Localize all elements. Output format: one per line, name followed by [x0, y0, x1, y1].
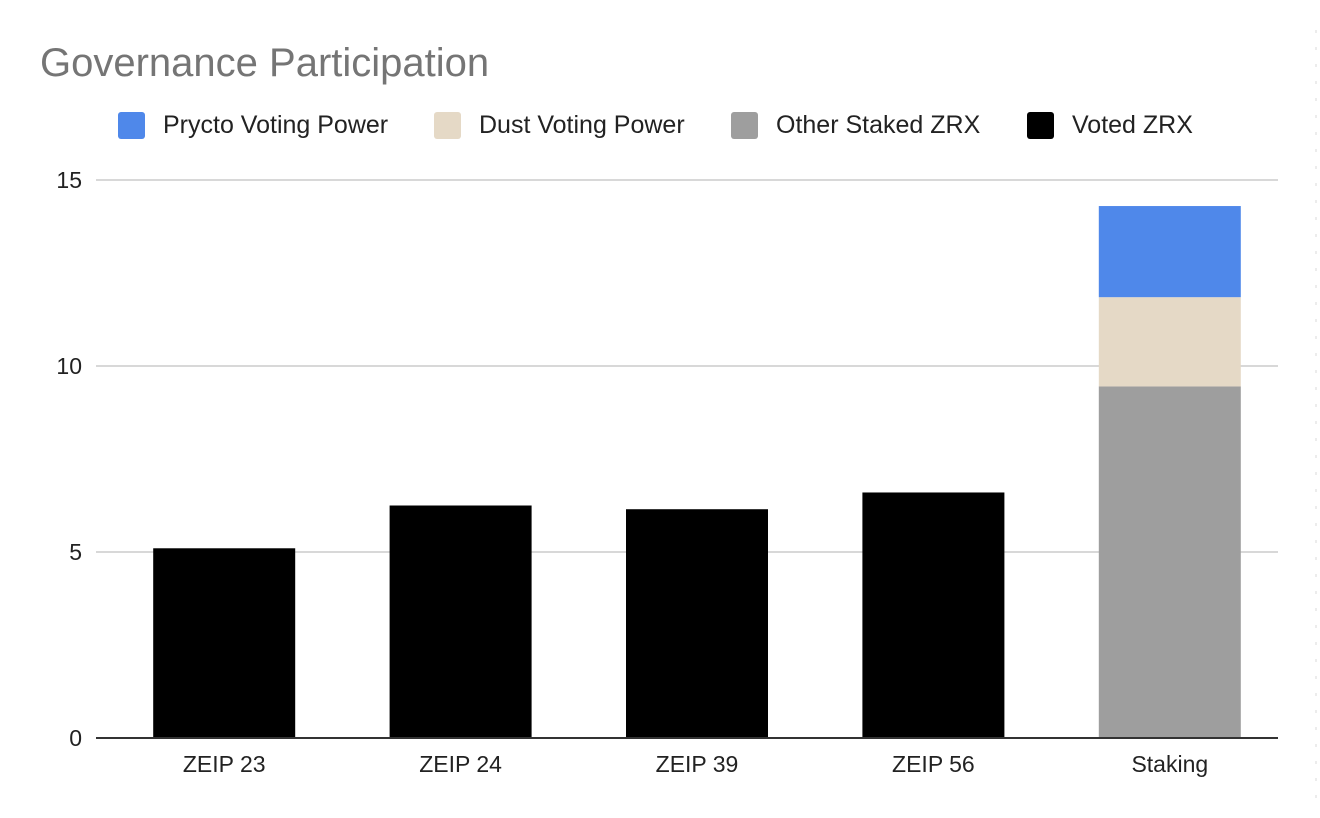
x-tick-label: Staking [1131, 751, 1208, 777]
legend-label: Voted ZRX [1072, 111, 1193, 139]
bar-prycto-voting-power [1098, 206, 1241, 298]
bar-other-staked-zrx [1098, 386, 1241, 738]
x-tick-label: ZEIP 24 [419, 751, 502, 777]
legend-swatch [731, 112, 758, 139]
x-tick-label: ZEIP 39 [656, 751, 739, 777]
legend-swatch [1027, 112, 1054, 139]
y-tick-label: 15 [56, 167, 82, 193]
legend-swatch [118, 112, 145, 139]
bar-voted-zrx [389, 505, 532, 738]
y-tick-label: 10 [56, 353, 82, 379]
bar-voted-zrx [153, 548, 296, 738]
chart-title: Governance Participation [40, 41, 489, 85]
bar-voted-zrx [626, 509, 768, 738]
x-axis-ticks: ZEIP 23 ZEIP 24 ZEIP 39 ZEIP 56 Staking [183, 751, 1208, 777]
legend-label: Dust Voting Power [479, 111, 685, 139]
x-tick-label: ZEIP 56 [892, 751, 975, 777]
legend-label: Other Staked ZRX [776, 111, 981, 139]
y-tick-label: 5 [69, 539, 82, 565]
y-axis-ticks: 0 5 10 15 [56, 167, 82, 751]
x-tick-label: ZEIP 23 [183, 751, 266, 777]
bar-voted-zrx [862, 492, 1005, 738]
legend-label: Prycto Voting Power [163, 111, 388, 139]
bars [153, 206, 1241, 738]
legend-swatch [434, 112, 461, 139]
y-tick-label: 0 [69, 725, 82, 751]
legend: Prycto Voting Power Dust Voting Power Othe… [118, 111, 1193, 139]
bar-dust-voting-power [1098, 297, 1241, 387]
